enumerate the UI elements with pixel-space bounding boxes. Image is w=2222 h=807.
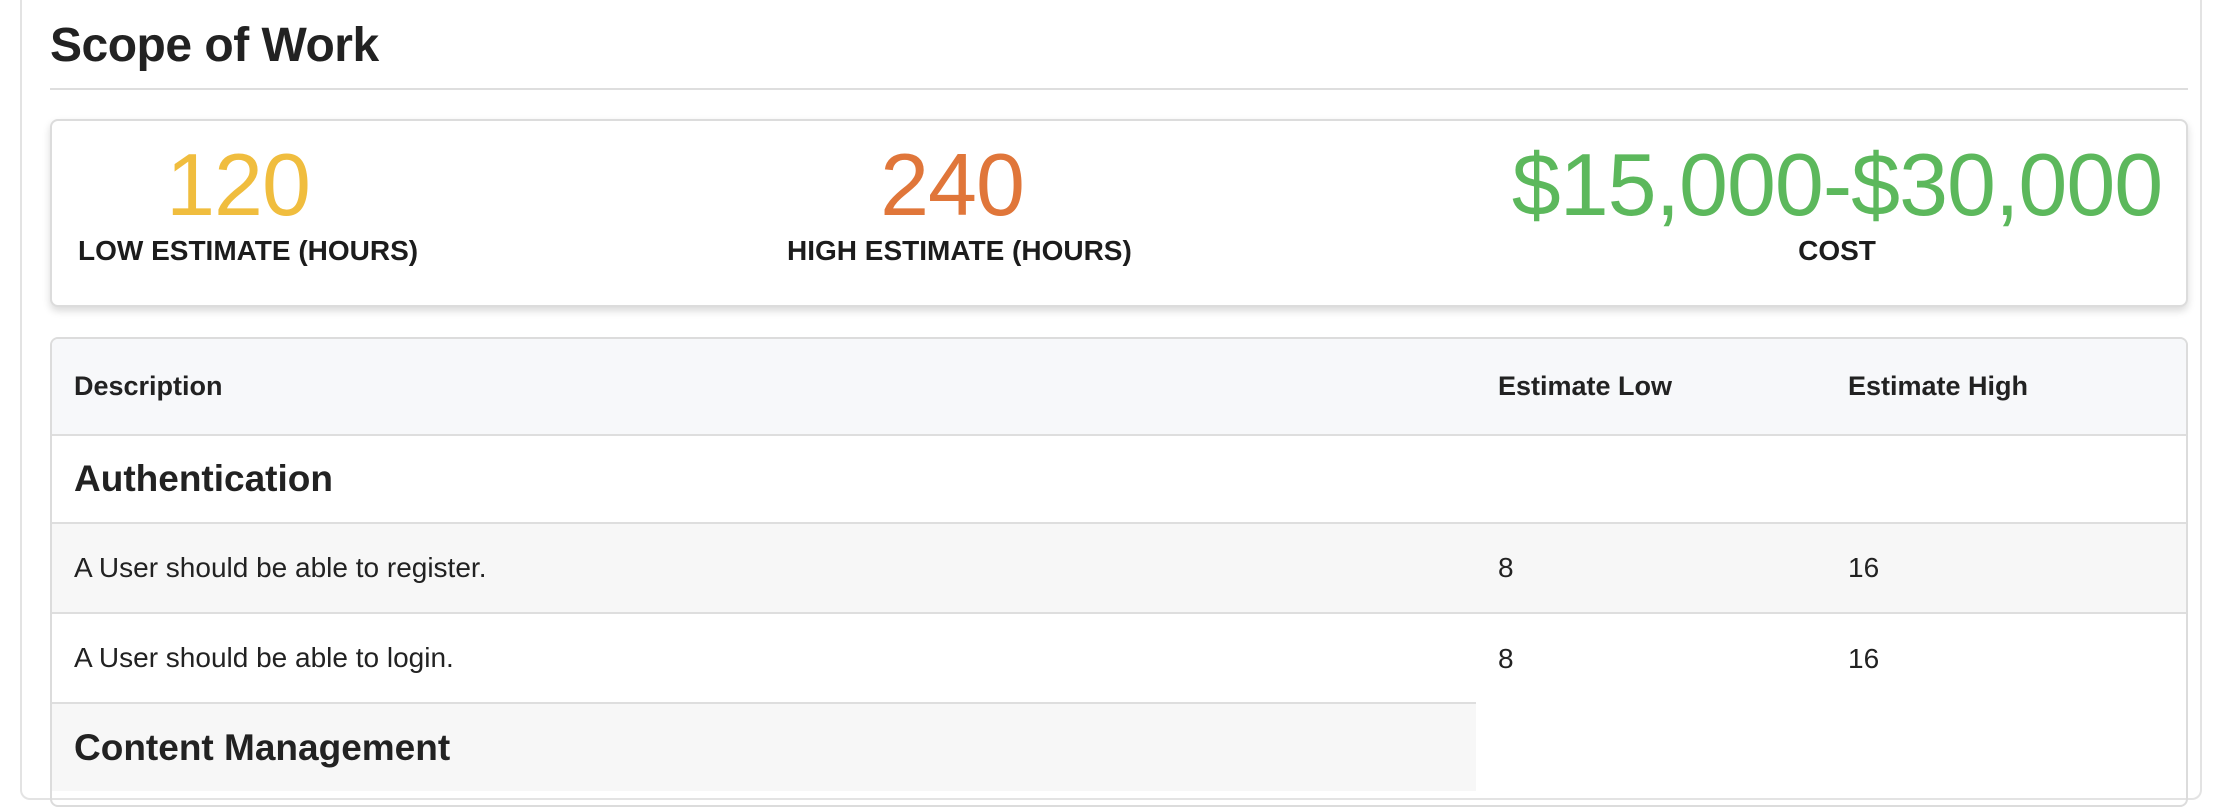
low-estimate-stat: 120 LOW ESTIMATE (HOURS)	[78, 135, 419, 267]
item-estimate-low: 8	[1498, 642, 1514, 674]
table-header-row: Description Estimate Low Estimate High	[52, 339, 2186, 435]
item-description: A User should be able to register.	[74, 552, 487, 583]
item-estimate-low: 8	[1498, 552, 1514, 583]
column-header-estimate-high: Estimate High	[1848, 371, 2029, 401]
section-row-authentication: Authentication	[52, 435, 2186, 523]
scope-table: Description Estimate Low Estimate High A…	[52, 339, 2186, 791]
cost-value: $15,000-$30,000	[1511, 135, 2164, 234]
low-estimate-value: 120	[166, 135, 311, 234]
section-title: Authentication	[74, 458, 333, 499]
title-divider	[50, 88, 2188, 90]
table-row: A User should be able to register. 8 16	[52, 523, 2186, 613]
scope-table-container: Description Estimate Low Estimate High A…	[50, 337, 2188, 807]
low-estimate-label: LOW ESTIMATE (HOURS)	[78, 235, 419, 266]
section-row-content-management: Content Management	[52, 703, 2186, 791]
cost-stat: $15,000-$30,000 COST	[1502, 135, 2172, 267]
cost-label: COST	[1798, 235, 1876, 266]
column-header-estimate-low: Estimate Low	[1498, 371, 1673, 401]
column-header-description: Description	[74, 371, 223, 401]
estimate-summary-panel: 120 LOW ESTIMATE (HOURS) 240 HIGH ESTIMA…	[50, 119, 2188, 307]
item-description: A User should be able to login.	[52, 613, 1476, 704]
item-estimate-high: 16	[1848, 642, 1880, 674]
section-title: Content Management	[52, 703, 1476, 791]
high-estimate-value: 240	[880, 135, 1025, 234]
high-estimate-stat: 240 HIGH ESTIMATE (HOURS)	[787, 135, 1132, 267]
high-estimate-label: HIGH ESTIMATE (HOURS)	[787, 235, 1132, 266]
scope-card: Scope of Work 120 LOW ESTIMATE (HOURS) 2…	[20, 0, 2202, 807]
table-row: A User should be able to login. 8 16	[52, 613, 2186, 704]
page-title: Scope of Work	[50, 19, 379, 72]
item-estimate-high: 16	[1848, 552, 1880, 583]
